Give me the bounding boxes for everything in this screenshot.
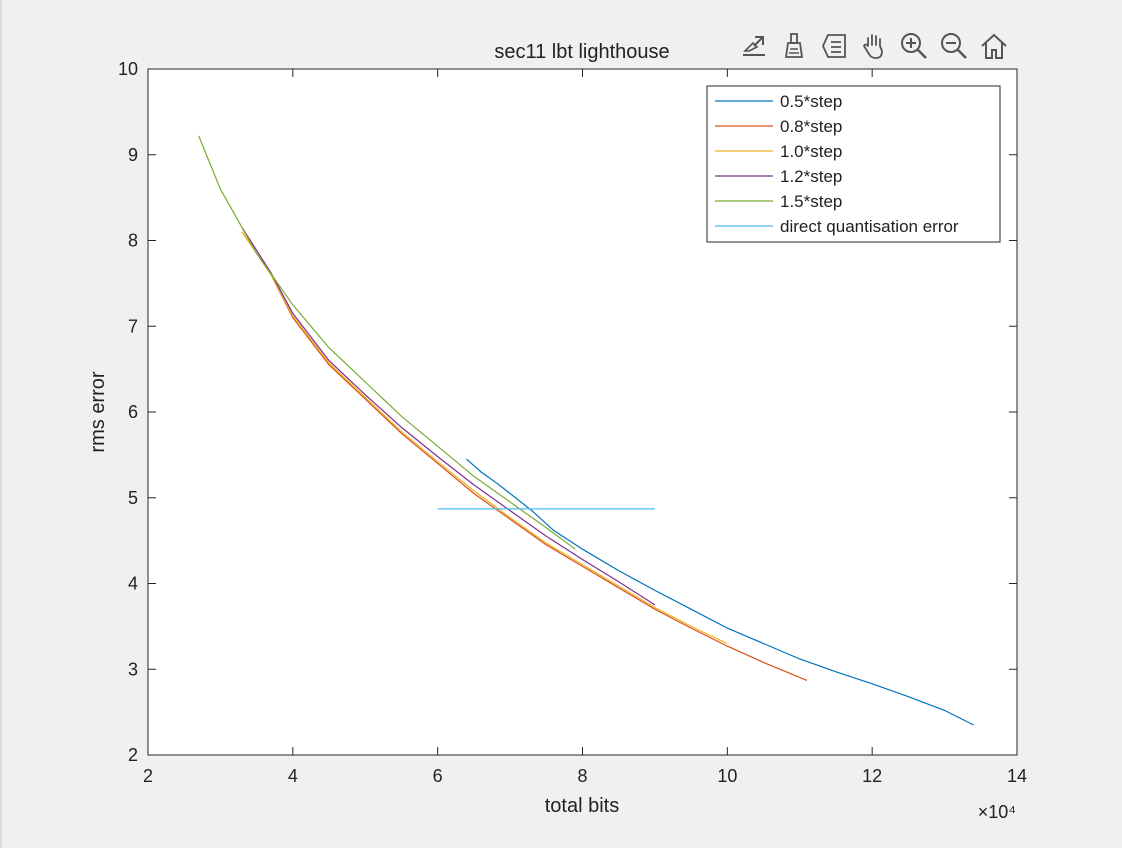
y-tick-label: 5: [128, 488, 138, 508]
x-axis-multiplier: ×10⁴: [978, 802, 1016, 822]
brush-icon: [784, 33, 804, 58]
series-line-1-2-step: [241, 227, 656, 606]
legend-items: 0.5*step 0.8*step 1.0*step 1.2*step 1.5*step…: [715, 92, 959, 236]
series-layer: [198, 135, 974, 726]
legend-button[interactable]: [816, 28, 852, 64]
x-axis-label: total bits: [545, 795, 619, 817]
tick-labels: 2 4 6 8 10 12 14 2 3 4 5 6 7 8 9 10: [118, 59, 1027, 786]
home-icon: [981, 33, 1007, 59]
zoom-in-button[interactable]: [896, 28, 932, 64]
window-left-edge: [0, 0, 2, 848]
chart-title: sec11 lbt lighthouse: [494, 41, 669, 63]
series-line-1-0-step: [241, 231, 728, 645]
brush-button[interactable]: [776, 28, 812, 64]
series-line-1-5-step: [198, 135, 576, 550]
x-tick-label: 4: [288, 766, 298, 786]
y-axis-label: rms error: [87, 371, 109, 452]
legend[interactable]: 0.5*step 0.8*step 1.0*step 1.2*step 1.5*step…: [706, 85, 1001, 243]
legend-label: 0.5*step: [780, 92, 842, 111]
legend-box: [706, 85, 1001, 243]
y-tick-label: 4: [128, 574, 138, 594]
axes-toolbar: [736, 28, 1012, 64]
tick-marks: [147, 68, 1018, 756]
zoom-out-button[interactable]: [936, 28, 972, 64]
pan-button[interactable]: [856, 28, 892, 64]
y-tick-label: 8: [128, 231, 138, 251]
x-tick-label: 2: [143, 766, 153, 786]
x-tick-label: 14: [1007, 766, 1027, 786]
y-tick-label: 6: [128, 402, 138, 422]
series-line-0-8-step: [241, 231, 808, 681]
home-button[interactable]: [976, 28, 1012, 64]
x-tick-label: 10: [717, 766, 737, 786]
export-button[interactable]: [736, 28, 772, 64]
legend-icon: [822, 34, 846, 58]
legend-label: 1.2*step: [780, 167, 842, 186]
export-icon: [743, 36, 765, 56]
legend-label: 1.5*step: [780, 192, 842, 211]
x-tick-label: 8: [577, 766, 587, 786]
y-tick-label: 7: [128, 316, 138, 336]
legend-label: 1.0*step: [780, 142, 842, 161]
zoom-in-icon: [901, 33, 927, 59]
y-tick-label: 3: [128, 659, 138, 679]
y-tick-label: 2: [128, 745, 138, 765]
series-line-0-5-step: [466, 458, 974, 726]
zoom-out-icon: [941, 33, 967, 59]
y-tick-label: 9: [128, 145, 138, 165]
x-tick-label: 6: [433, 766, 443, 786]
pan-icon: [863, 34, 883, 59]
y-tick-label: 10: [118, 59, 138, 79]
legend-label: direct quantisation error: [780, 217, 959, 236]
x-tick-label: 12: [862, 766, 882, 786]
legend-label: 0.8*step: [780, 117, 842, 136]
